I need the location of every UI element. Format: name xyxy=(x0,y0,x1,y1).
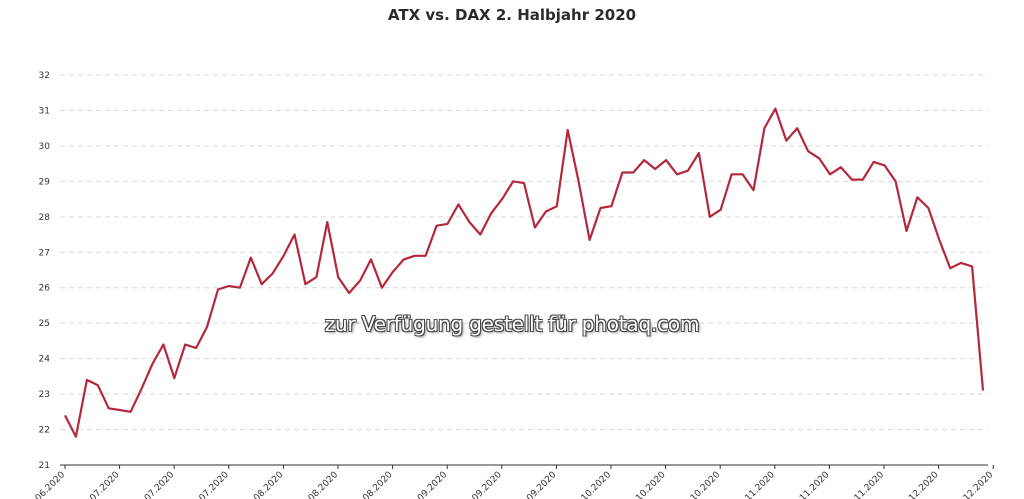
x-tick-label: 29.08.2020 xyxy=(351,470,395,499)
y-axis-ticks: 21 22 23 24 25 26 27 28 29 30 31 32 xyxy=(39,71,51,471)
x-tick-label: 28.09.2020 xyxy=(515,470,559,499)
x-tick-label: 08.10.2020 xyxy=(570,470,614,499)
y-tick-label: 30 xyxy=(39,142,51,152)
x-tick-label: 30.07.2020 xyxy=(187,470,231,499)
x-tick-label: 17.11.2020 xyxy=(788,470,832,499)
chart-title: ATX vs. DAX 2. Halbjahr 2020 xyxy=(388,6,636,24)
y-tick-label: 25 xyxy=(39,319,50,329)
watermark-text: zur Verfügung gestellt für photaq.com xyxy=(324,312,700,336)
x-tick-label: 30.06.2020 xyxy=(24,470,68,499)
y-tick-label: 27 xyxy=(39,248,50,258)
y-tick-label: 32 xyxy=(39,71,50,81)
series-line xyxy=(64,107,985,438)
x-tick-label: 18.10.2020 xyxy=(624,470,668,499)
y-tick-label: 28 xyxy=(39,213,51,223)
y-tick-label: 21 xyxy=(39,461,50,471)
x-tick-label: 18.09.2020 xyxy=(460,470,504,499)
y-tick-label: 26 xyxy=(39,284,51,294)
y-tick-label: 23 xyxy=(39,390,50,400)
x-tick-label: 19.08.2020 xyxy=(297,470,341,499)
x-tick-label: 08.09.2020 xyxy=(406,470,450,499)
y-tick-label: 22 xyxy=(39,426,50,436)
y-tick-label: 31 xyxy=(39,106,50,116)
y-tick-label: 29 xyxy=(39,177,51,187)
x-tick-label: 09.08.2020 xyxy=(242,470,286,499)
x-tick-label: 28.10.2020 xyxy=(679,470,723,499)
y-tick-label: 24 xyxy=(39,355,51,365)
x-tick-label: 20.07.2020 xyxy=(133,470,177,499)
x-tick-label: 07.12.2020 xyxy=(897,470,941,499)
x-tick-label: 10.07.2020 xyxy=(78,470,122,499)
x-tick-label: 07.11.2020 xyxy=(733,470,777,499)
x-tick-label: 17.12.2020 xyxy=(952,470,996,499)
gridlines xyxy=(60,74,988,431)
x-tick-label: 27.11.2020 xyxy=(843,470,887,499)
x-axis-ticks: 30.06.2020 10.07.2020 20.07.2020 30.07.2020… xyxy=(24,465,996,499)
